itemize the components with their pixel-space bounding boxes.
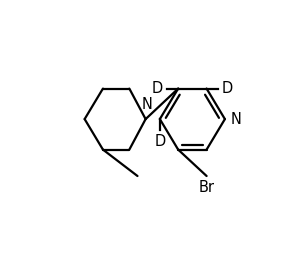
Text: D: D xyxy=(154,134,166,149)
Text: N: N xyxy=(231,112,242,127)
Text: D: D xyxy=(152,81,163,96)
Text: D: D xyxy=(221,81,233,96)
Text: Br: Br xyxy=(199,180,214,195)
Text: N: N xyxy=(141,97,152,112)
